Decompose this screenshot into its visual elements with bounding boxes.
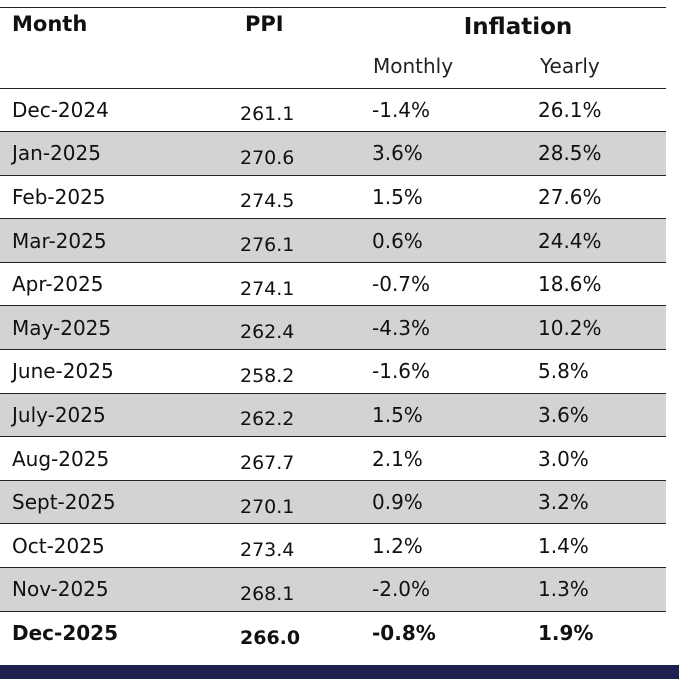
- table-row: Oct-2025 273.4 1.2% 1.4%: [0, 524, 666, 568]
- monthly-inflation-cell: 1.5%: [372, 402, 423, 427]
- yearly-inflation-cell: 18.6%: [538, 272, 602, 297]
- subheader-yearly: Yearly: [540, 54, 600, 78]
- top-rule: [0, 0, 666, 8]
- month-cell: Oct-2025: [12, 533, 105, 558]
- header-ppi: PPI: [245, 12, 284, 36]
- ppi-cell: 258.2: [240, 364, 295, 387]
- ppi-cell: 270.1: [240, 495, 295, 518]
- monthly-inflation-cell: 1.2%: [372, 533, 423, 558]
- yearly-inflation-cell: 5.8%: [538, 359, 589, 384]
- header-row: Month PPI Inflation: [0, 8, 666, 48]
- month-cell: Jan-2025: [12, 141, 101, 166]
- table-row: Mar-2025 276.1 0.6% 24.4%: [0, 218, 666, 263]
- subheader-empty-ppi: [239, 48, 370, 88]
- monthly-inflation-cell: -4.3%: [372, 315, 431, 340]
- table-row: Aug-2025 267.7 2.1% 3.0%: [0, 437, 666, 481]
- subheader-empty-month: [0, 48, 239, 88]
- ppi-cell: 276.1: [240, 234, 295, 257]
- monthly-inflation-cell: -1.6%: [372, 359, 431, 384]
- header-month: Month: [12, 12, 88, 36]
- monthly-inflation-cell: -0.8%: [372, 621, 436, 646]
- month-cell: May-2025: [12, 315, 112, 340]
- month-cell: July-2025: [12, 402, 106, 427]
- monthly-inflation-cell: -0.7%: [372, 272, 431, 297]
- table-row: Dec-2025 266.0 -0.8% 1.9%: [0, 611, 666, 655]
- subheader-row: Monthly Yearly: [0, 48, 666, 88]
- table-row: Nov-2025 268.1 -2.0% 1.3%: [0, 567, 666, 612]
- month-cell: Mar-2025: [12, 228, 107, 253]
- yearly-inflation-cell: 26.1%: [538, 97, 602, 122]
- month-cell: Dec-2025: [12, 621, 118, 646]
- monthly-inflation-cell: 0.6%: [372, 228, 423, 253]
- table-row: Sept-2025 270.1 0.9% 3.2%: [0, 480, 666, 524]
- yearly-inflation-cell: 3.6%: [538, 402, 589, 427]
- subheader-monthly: Monthly: [373, 54, 454, 78]
- ppi-cell: 266.0: [240, 626, 301, 649]
- monthly-inflation-cell: 0.9%: [372, 490, 423, 515]
- month-cell: Nov-2025: [12, 577, 109, 602]
- month-cell: Sept-2025: [12, 490, 116, 515]
- month-cell: Dec-2024: [12, 97, 109, 122]
- month-cell: Feb-2025: [12, 184, 106, 209]
- footer-bar: [0, 665, 679, 679]
- yearly-inflation-cell: 1.4%: [538, 533, 589, 558]
- month-cell: Apr-2025: [12, 272, 104, 297]
- ppi-cell: 262.2: [240, 408, 295, 431]
- ppi-cell: 274.5: [240, 190, 295, 213]
- monthly-inflation-cell: -1.4%: [372, 97, 431, 122]
- table-row: Apr-2025 274.1 -0.7% 18.6%: [0, 262, 666, 306]
- yearly-inflation-cell: 3.2%: [538, 490, 589, 515]
- ppi-cell: 270.6: [240, 146, 295, 169]
- yearly-inflation-cell: 27.6%: [538, 184, 602, 209]
- monthly-inflation-cell: -2.0%: [372, 577, 431, 602]
- monthly-inflation-cell: 1.5%: [372, 184, 423, 209]
- ppi-inflation-table: Month PPI Inflation Monthly Yearly Dec-2…: [0, 8, 666, 655]
- table-row: Dec-2024 261.1 -1.4% 26.1%: [0, 88, 666, 132]
- header-inflation: Inflation: [463, 14, 573, 40]
- ppi-cell: 262.4: [240, 321, 295, 344]
- yearly-inflation-cell: 1.3%: [538, 577, 589, 602]
- monthly-inflation-cell: 2.1%: [372, 446, 423, 471]
- table-body: Dec-2024 261.1 -1.4% 26.1% Jan-2025 270.6 3.6%…: [0, 88, 666, 655]
- yearly-inflation-cell: 10.2%: [538, 315, 602, 340]
- monthly-inflation-cell: 3.6%: [372, 141, 423, 166]
- month-cell: June-2025: [12, 359, 114, 384]
- yearly-inflation-cell: 24.4%: [538, 228, 602, 253]
- ppi-cell: 268.1: [240, 582, 295, 605]
- ppi-cell: 261.1: [240, 103, 295, 126]
- table-row: June-2025 258.2 -1.6% 5.8%: [0, 350, 666, 394]
- table-row: May-2025 262.4 -4.3% 10.2%: [0, 305, 666, 350]
- month-cell: Aug-2025: [12, 446, 110, 471]
- table-row: July-2025 262.2 1.5% 3.6%: [0, 393, 666, 437]
- ppi-cell: 267.7: [240, 452, 295, 475]
- yearly-inflation-cell: 28.5%: [538, 141, 602, 166]
- ppi-cell: 273.4: [240, 539, 295, 562]
- table-row: Jan-2025 270.6 3.6% 28.5%: [0, 131, 666, 176]
- yearly-inflation-cell: 3.0%: [538, 446, 589, 471]
- yearly-inflation-cell: 1.9%: [538, 621, 594, 646]
- ppi-cell: 274.1: [240, 277, 295, 300]
- table-row: Feb-2025 274.5 1.5% 27.6%: [0, 175, 666, 219]
